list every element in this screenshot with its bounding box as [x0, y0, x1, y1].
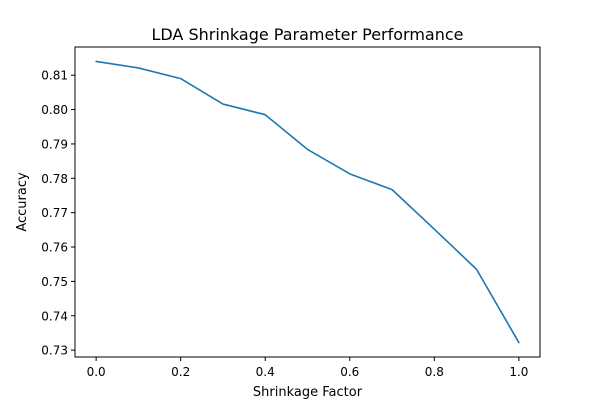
accuracy-series-line	[95, 60, 520, 344]
x-tick-label: 0.2	[171, 365, 190, 379]
x-tick-label: 0.4	[256, 365, 275, 379]
x-axis-ticks: 0.0 0.2 0.4 0.6 0.8 1.0	[87, 357, 528, 379]
chart-title: LDA Shrinkage Parameter Performance	[151, 25, 463, 44]
y-tick-label: 0.79	[41, 137, 68, 151]
x-tick-label: 1.0	[509, 365, 528, 379]
x-tick-label: 0.6	[340, 365, 359, 379]
y-tick-label: 0.78	[41, 172, 68, 186]
y-axis-ticks: 0.73 0.74 0.75 0.76 0.77 0.78 0.79 0.80 0.81	[41, 69, 75, 358]
series-layer	[95, 60, 520, 344]
y-tick-label: 0.81	[41, 69, 68, 83]
y-tick-label: 0.73	[41, 344, 68, 358]
y-tick-label: 0.75	[41, 275, 68, 289]
y-tick-label: 0.76	[41, 241, 68, 255]
y-axis-label: Accuracy	[15, 172, 30, 232]
y-tick-label: 0.74	[41, 309, 68, 323]
axes-frame	[74, 46, 541, 358]
x-tick-label: 0.8	[425, 365, 444, 379]
y-tick-label: 0.77	[41, 206, 68, 220]
x-tick-label: 0.0	[87, 365, 106, 379]
y-tick-label: 0.80	[41, 103, 68, 117]
x-axis-label: Shrinkage Factor	[253, 385, 363, 400]
